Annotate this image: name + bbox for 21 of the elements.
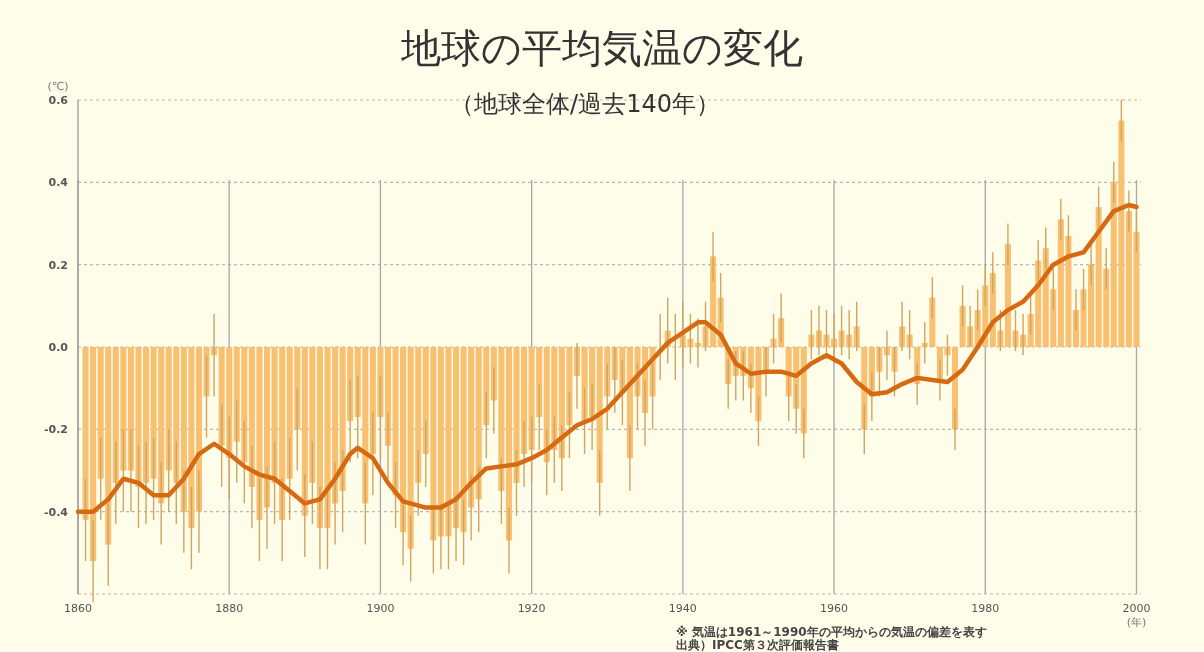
source-note: 出典）IPCC第３次評価報告書: [676, 638, 839, 652]
x-tick-label: 1920: [517, 602, 546, 615]
chart-subtitle: （地球全体/過去140年）: [450, 90, 720, 118]
x-tick-label: 2000: [1122, 602, 1151, 615]
y-tick-label: 0.2: [48, 258, 68, 272]
y-tick-label: 0.6: [48, 94, 69, 107]
y-axis-title: (℃): [47, 80, 69, 93]
x-tick-label: 1980: [971, 602, 1000, 615]
x-tick-label: 1960: [820, 602, 849, 615]
y-tick-label: 0.0: [48, 341, 69, 354]
x-tick-label: 1880: [215, 602, 244, 615]
y-tick-label: -0.2: [43, 423, 68, 437]
text: ※ 気温は1961～1990年の平均からの気温の偏差を表す: [676, 625, 987, 639]
y-tick-label: -0.4: [43, 505, 69, 519]
x-tick-label: 1860: [64, 602, 92, 615]
chart-title: 地球の平均気温の変化: [400, 25, 803, 71]
y-tick-label: 0.4: [48, 176, 69, 190]
x-tick-label: 1940: [668, 602, 697, 615]
x-axis-title: (年): [1126, 616, 1147, 629]
x-tick-label: 1900: [366, 602, 395, 615]
line-series: [75, 202, 1139, 514]
